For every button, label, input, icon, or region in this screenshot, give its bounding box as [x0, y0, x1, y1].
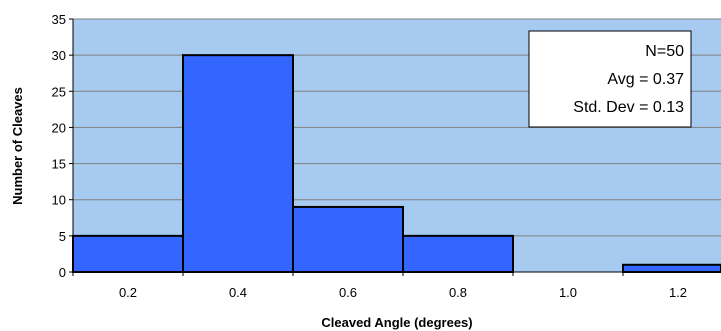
y-tick-label: 0 [59, 265, 66, 280]
stats-std-dev: Std. Dev = 0.13 [573, 99, 684, 116]
bar-0.6 [292, 205, 404, 273]
stats-avg: Avg = 0.37 [607, 71, 684, 88]
y-tick-label: 5 [59, 229, 66, 244]
x-tick-label: 1.2 [669, 285, 687, 300]
x-axis-title: Cleaved Angle (degrees) [321, 315, 472, 330]
x-tick-label: 0.8 [449, 285, 467, 300]
y-tick-labels: 0 5 10 15 20 25 30 35 [52, 12, 73, 280]
x-tick-label: 1.0 [559, 285, 577, 300]
x-tick-label: 0.4 [229, 285, 247, 300]
stats-box [528, 30, 692, 128]
stats-n: N=50 [645, 43, 684, 60]
y-tick-label: 25 [52, 84, 66, 99]
y-axis-title: Number of Cleaves [10, 87, 25, 205]
bar-1.2 [622, 263, 721, 273]
y-tick-label: 35 [52, 12, 66, 27]
bar-0.8 [402, 234, 514, 274]
bar-0.4 [182, 54, 294, 274]
y-tick-label: 20 [52, 120, 66, 135]
y-tick-label: 10 [52, 193, 66, 208]
bar-0.2 [72, 234, 184, 274]
x-tick-label: 0.2 [119, 285, 137, 300]
y-tick-label: 15 [52, 157, 66, 172]
x-tick-label: 0.6 [339, 285, 357, 300]
x-tick-labels: 0.2 0.4 0.6 0.8 1.0 1.2 [72, 272, 687, 300]
stats-annotation: N=50 Avg = 0.37 Std. Dev = 0.13 [528, 30, 692, 128]
y-tick-label: 30 [52, 48, 66, 63]
